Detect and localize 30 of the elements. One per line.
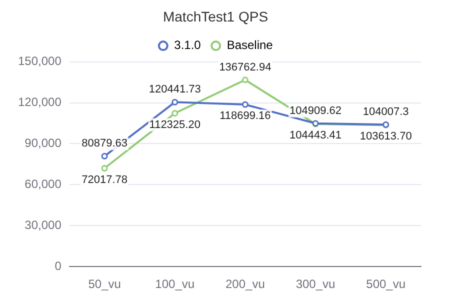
- y-tick-label: 0: [54, 258, 62, 273]
- point: [242, 101, 248, 108]
- x-tick-label: 200_vu: [226, 277, 265, 292]
- y-tick-label: 90,000: [24, 136, 62, 150]
- x-tick-label: 300_vu: [296, 277, 336, 292]
- data-label: 120441.73: [148, 84, 201, 96]
- data-label: 103613.70: [360, 130, 412, 143]
- data-label: 72017.78: [82, 174, 128, 186]
- data-label: 112325.20: [149, 118, 200, 131]
- x-tick-label: 50_vu: [88, 277, 121, 292]
- point: [101, 165, 108, 172]
- x-tick-label: 500_vu: [366, 277, 406, 292]
- y-tick-label: 60,000: [24, 176, 62, 191]
- point: [172, 110, 178, 116]
- legend-label: Baseline: [226, 38, 274, 52]
- point: [172, 98, 178, 106]
- chart-title: MatchTest1 QPS: [162, 8, 268, 24]
- data-label: 104007.3: [362, 106, 409, 118]
- data-label: 80879.63: [82, 138, 128, 150]
- data-label: 104909.62: [290, 104, 342, 117]
- data-label: 118699.16: [220, 110, 271, 122]
- data-label: 136762.94: [219, 61, 272, 74]
- y-tick-label: 30,000: [24, 218, 62, 232]
- point: [101, 152, 108, 160]
- data-label: 104443.41: [290, 130, 342, 142]
- x-tick-label: 100_vu: [155, 277, 195, 292]
- point: [242, 76, 248, 84]
- y-tick-label: 150,000: [18, 54, 62, 68]
- y-tick-label: 120,000: [18, 95, 62, 110]
- legend-label: 3.1.0: [174, 38, 202, 52]
